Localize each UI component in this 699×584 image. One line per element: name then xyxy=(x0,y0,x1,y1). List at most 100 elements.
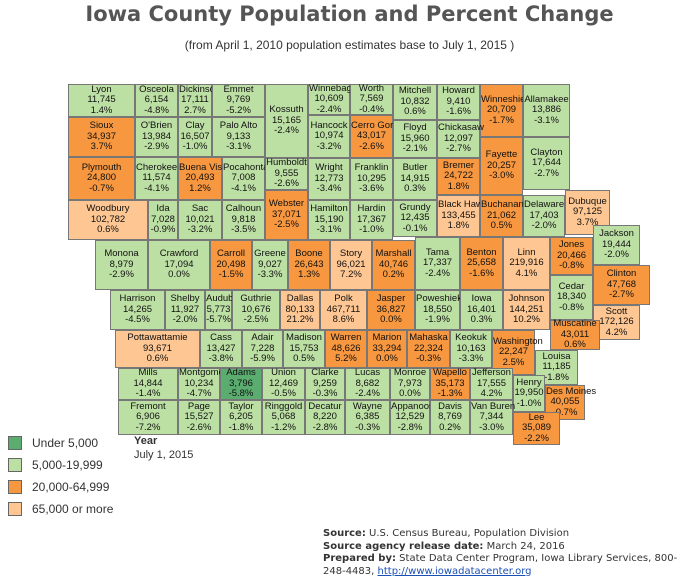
county-iowa[interactable]: Iowa 16,401 0.3% xyxy=(460,290,503,330)
county-montgomery[interactable]: Montgomery 10,234 -4.7% xyxy=(178,368,232,400)
iowadatacenter-link[interactable]: http://www.iowadatacenter.org xyxy=(377,565,532,577)
county-clayton[interactable]: Clayton 17,644 -2.7% xyxy=(523,137,570,190)
county-marshall[interactable]: Marshall 40,746 0.2% xyxy=(372,240,415,290)
county-lucas[interactable]: Lucas 8,682 -2.4% xyxy=(345,368,390,400)
county-wapello[interactable]: Wapello 35,173 -1.3% xyxy=(430,368,470,400)
county-van-buren[interactable]: Van Buren 7,344 -3.0% xyxy=(470,400,515,435)
county-fremont[interactable]: Fremont 6,906 -7.2% xyxy=(118,400,178,435)
county-floyd[interactable]: Floyd 15,960 -2.1% xyxy=(393,120,437,158)
county-appanoose[interactable]: Appanoose 12,529 -2.8% xyxy=(390,400,439,435)
county-clarke[interactable]: Clarke 9,259 -0.3% xyxy=(305,368,345,400)
county-decatur[interactable]: Decatur 8,220 -2.8% xyxy=(305,400,345,435)
county-benton[interactable]: Benton 25,658 -1.6% xyxy=(460,237,503,290)
county-kossuth[interactable]: Kossuth 15,165 -2.4% xyxy=(265,84,308,158)
county-jackson[interactable]: Jackson 19,444 -2.0% xyxy=(593,225,640,265)
county-lee[interactable]: Lee 35,089 -2.2% xyxy=(513,412,560,445)
county-scott[interactable]: Scott 172,126 4.2% xyxy=(593,305,640,340)
county-boone[interactable]: Boone 26,643 1.3% xyxy=(288,240,330,290)
county-pocahontas[interactable]: Pocahontas 7,008 -4.1% xyxy=(222,157,273,200)
county-winneshiek[interactable]: Winneshiek 20,709 -1.7% xyxy=(480,84,530,137)
county-allamakee[interactable]: Allamakee 13,886 -3.1% xyxy=(523,84,570,137)
county-wright[interactable]: Wright 12,773 -3.4% xyxy=(308,158,350,200)
county-sac[interactable]: Sac 10,021 -3.2% xyxy=(178,200,222,240)
county-jasper[interactable]: Jasper 36,827 0.0% xyxy=(367,290,415,330)
county-population: 9,818 xyxy=(231,213,256,225)
county-palo-alto[interactable]: Palo Alto 9,133 -3.1% xyxy=(212,117,265,157)
county-howard[interactable]: Howard 9,410 -1.6% xyxy=(437,84,480,120)
county-clay[interactable]: Clay 16,507 -1.0% xyxy=(178,117,212,157)
county-linn[interactable]: Linn 219,916 4.1% xyxy=(503,237,550,290)
county-butler[interactable]: Butler 14,915 0.3% xyxy=(393,158,437,200)
county-worth[interactable]: Worth 7,569 -0.4% xyxy=(350,83,393,115)
county-greene[interactable]: Greene 9,027 -3.3% xyxy=(252,240,288,290)
county-harrison[interactable]: Harrison 14,265 -4.5% xyxy=(110,290,165,330)
county-shelby[interactable]: Shelby 11,927 -2.0% xyxy=(165,290,205,330)
county-muscatine[interactable]: Muscatine 43,011 0.6% xyxy=(550,319,600,350)
county-polk[interactable]: Polk 467,711 8.6% xyxy=(320,290,367,330)
county-wayne[interactable]: Wayne 6,385 -0.3% xyxy=(345,400,390,435)
county-crawford[interactable]: Crawford 17,094 0.0% xyxy=(148,240,210,290)
county-o-brien[interactable]: O'Brien 13,984 -2.9% xyxy=(135,117,178,157)
county-pottawattamie[interactable]: Pottawattamie 93,671 0.6% xyxy=(115,330,200,368)
county-fayette[interactable]: Fayette 20,257 -3.0% xyxy=(480,137,523,195)
county-carroll[interactable]: Carroll 20,498 -1.5% xyxy=(210,240,252,290)
county-delaware[interactable]: Delaware 17,403 -2.0% xyxy=(523,195,565,237)
county-ida[interactable]: Ida 7,028 -0.9% xyxy=(148,200,178,240)
county-union[interactable]: Union 12,469 -0.5% xyxy=(262,368,305,400)
county-dickinson[interactable]: Dickinson 17,111 2.7% xyxy=(178,84,220,117)
county-cass[interactable]: Cass 13,427 -3.8% xyxy=(200,330,242,368)
county-calhoun[interactable]: Calhoun 9,818 -3.5% xyxy=(222,200,265,240)
county-bremer[interactable]: Bremer 24,722 1.8% xyxy=(437,158,480,195)
county-adair[interactable]: Adair 7,228 -5.9% xyxy=(242,330,283,368)
county-cherokee[interactable]: Cherokee 11,574 -4.1% xyxy=(135,157,178,200)
county-buchanan[interactable]: Buchanan 21,062 0.5% xyxy=(480,195,524,237)
county-henry[interactable]: Henry 19,950 -1.0% xyxy=(513,375,545,412)
county-plymouth[interactable]: Plymouth 24,800 -0.7% xyxy=(68,157,135,200)
county-woodbury[interactable]: Woodbury 102,782 0.6% xyxy=(68,200,148,240)
county-jefferson[interactable]: Jefferson 17,555 4.2% xyxy=(470,368,513,400)
county-guthrie[interactable]: Guthrie 10,676 -2.5% xyxy=(232,290,280,330)
county-monroe[interactable]: Monroe 7,973 0.0% xyxy=(390,368,430,400)
county-buena-vista[interactable]: Buena Vista 20,493 1.2% xyxy=(178,157,230,200)
county-jones[interactable]: Jones 20,466 -0.8% xyxy=(550,237,593,275)
county-monona[interactable]: Monona 8,979 -2.9% xyxy=(95,240,148,290)
county-adams[interactable]: Adams 3,796 -5.8% xyxy=(220,368,262,400)
county-warren[interactable]: Warren 48,626 5.2% xyxy=(325,330,367,368)
county-marion[interactable]: Marion 33,294 0.0% xyxy=(367,330,407,368)
county-winnebago[interactable]: Winnebago 10,609 -2.4% xyxy=(308,83,357,115)
county-hamilton[interactable]: Hamilton 15,190 -3.1% xyxy=(308,200,350,240)
county-cerro-gordo[interactable]: Cerro Gordo 43,017 -2.6% xyxy=(350,115,404,158)
county-clinton[interactable]: Clinton 47,768 -2.7% xyxy=(593,265,650,305)
county-dallas[interactable]: Dallas 80,133 21.2% xyxy=(280,290,320,330)
county-story[interactable]: Story 96,021 7.2% xyxy=(330,240,372,290)
county-webster[interactable]: Webster 37,071 -2.5% xyxy=(265,190,308,240)
county-hardin[interactable]: Hardin 17,367 -1.0% xyxy=(350,200,393,240)
county-taylor[interactable]: Taylor 6,205 -1.8% xyxy=(220,400,262,435)
county-madison[interactable]: Madison 15,753 0.5% xyxy=(283,330,325,368)
county-franklin[interactable]: Franklin 10,295 -3.6% xyxy=(350,158,393,200)
county-mitchell[interactable]: Mitchell 10,832 0.6% xyxy=(393,84,437,120)
county-mahaska[interactable]: Mahaska 22,324 -0.3% xyxy=(407,330,450,368)
county-mills[interactable]: Mills 14,844 -1.4% xyxy=(118,368,178,400)
county-keokuk[interactable]: Keokuk 10,163 -3.3% xyxy=(450,330,492,368)
county-washington[interactable]: Washington 22,247 2.5% xyxy=(492,330,543,375)
county-sioux[interactable]: Sioux 34,937 3.7% xyxy=(68,117,135,157)
county-black-hawk[interactable]: Black Hawk 133,455 1.8% xyxy=(437,195,488,237)
county-audubon[interactable]: Audubon 5,773 -5.7% xyxy=(205,290,244,330)
county-ringgold[interactable]: Ringgold 5,068 -1.2% xyxy=(262,400,305,435)
county-population: 14,844 xyxy=(133,377,163,389)
county-population: 11,745 xyxy=(87,94,116,106)
county-humboldt[interactable]: Humboldt 9,555 -2.6% xyxy=(265,158,308,190)
county-tama[interactable]: Tama 17,337 -2.4% xyxy=(415,237,460,290)
county-davis[interactable]: Davis 8,769 0.2% xyxy=(430,400,470,435)
county-poweshiek[interactable]: Poweshiek 18,550 -1.9% xyxy=(415,290,462,330)
county-johnson[interactable]: Johnson 144,251 10.2% xyxy=(503,290,550,330)
county-grundy[interactable]: Grundy 12,435 -0.1% xyxy=(393,200,437,237)
county-osceola[interactable]: Osceola 6,154 -4.8% xyxy=(135,84,178,117)
county-emmet[interactable]: Emmet 9,769 -5.2% xyxy=(212,84,265,117)
county-hancock[interactable]: Hancock 10,974 -3.2% xyxy=(308,115,350,158)
county-lyon[interactable]: Lyon 11,745 1.4% xyxy=(68,84,135,117)
county-cedar[interactable]: Cedar 18,340 -0.8% xyxy=(550,275,593,320)
county-page[interactable]: Page 15,527 -2.6% xyxy=(178,400,220,435)
county-chickasaw[interactable]: Chickasaw 12,097 -2.7% xyxy=(437,120,484,158)
